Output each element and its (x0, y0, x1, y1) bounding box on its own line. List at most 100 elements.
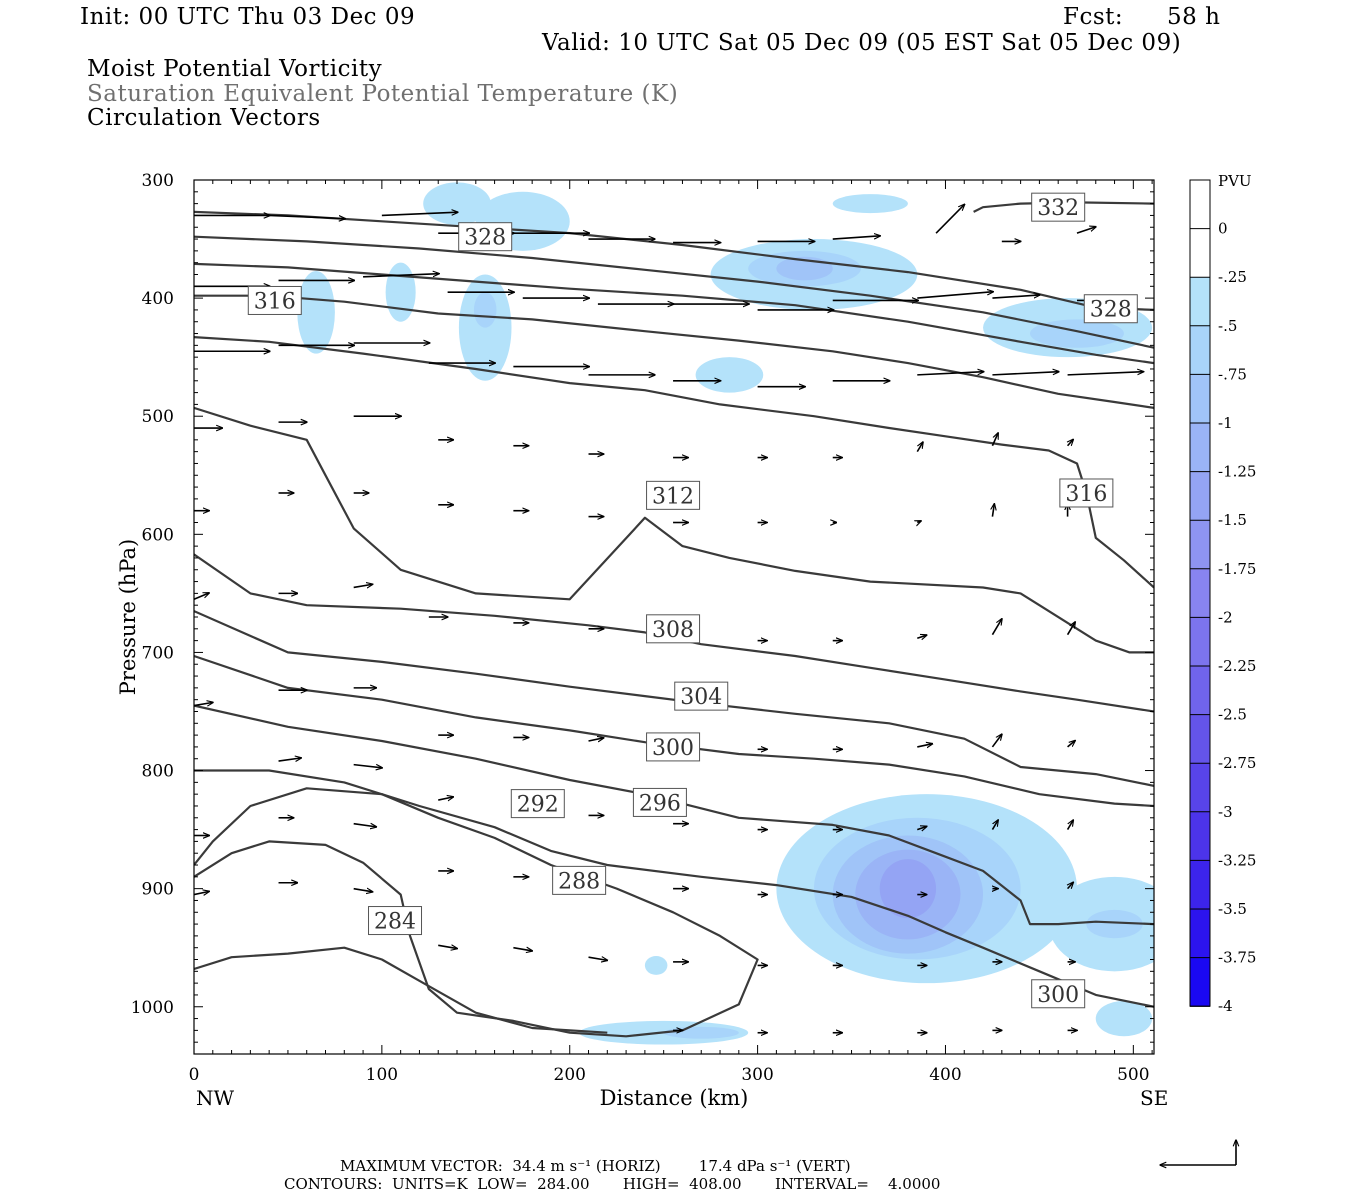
contour-label-box (552, 865, 607, 895)
circulation-vector (363, 274, 439, 278)
colorbar-label: -3.5 (1218, 900, 1247, 918)
contour-label: 312 (652, 484, 694, 509)
colorbar-swatch (1190, 617, 1210, 667)
contour-284 (194, 787, 759, 1038)
x-tick-label: 0 (189, 1065, 200, 1085)
contour-308 (194, 406, 1154, 654)
circulation-vector (1067, 372, 1144, 376)
colorbar-label: -.75 (1218, 365, 1247, 383)
contour-label: 308 (652, 618, 694, 643)
x-end-label-se: SE (1140, 1086, 1168, 1110)
x-tick-label: 400 (929, 1065, 961, 1085)
colorbar-label: 0 (1218, 220, 1228, 238)
contour-info-note: CONTOURS: UNITS=K LOW= 284.00 HIGH= 408.… (284, 1175, 941, 1193)
pv-region (1095, 1000, 1153, 1037)
contour-label: 328 (464, 226, 506, 251)
pv-region (1086, 909, 1143, 939)
colorbar-label: -4 (1218, 997, 1233, 1015)
colorbar-swatch (1190, 714, 1210, 764)
circulation-vector (917, 744, 932, 747)
circulation-vectors (194, 204, 1144, 1032)
contour-label: 288 (558, 869, 600, 894)
theta-es-contours (194, 201, 1154, 1038)
colorbar-label: -3.25 (1218, 851, 1256, 869)
contour-labels: 332 328 328 316 316 312 308 304 300 296 292 288 284 3… (247, 192, 1138, 1009)
colorbar-swatch (1190, 325, 1210, 375)
circulation-vector (992, 295, 1040, 299)
x-end-label-nw: NW (196, 1086, 235, 1110)
y-tick-label: 900 (142, 880, 174, 900)
colorbar-label: -.5 (1218, 317, 1237, 335)
contour-316 (194, 294, 1154, 409)
x-axis-title: Distance (km) (600, 1086, 749, 1110)
pv-region (879, 859, 937, 919)
circulation-vector (917, 521, 921, 523)
colorbar-label: -2 (1218, 608, 1233, 626)
contour-324 (194, 235, 1154, 349)
colorbar-label: -3.75 (1218, 949, 1256, 967)
circulation-vector (353, 763, 383, 768)
y-tick-label: 800 (142, 762, 174, 782)
y-tick-label: 400 (142, 289, 174, 309)
colorbar-swatch (1190, 666, 1210, 716)
contour-label: 292 (517, 793, 559, 818)
contour-label-box (632, 787, 687, 817)
circulation-vector (917, 292, 993, 299)
contour-label: 316 (1065, 482, 1107, 507)
contour-label-box (1031, 979, 1086, 1009)
pv-region (644, 955, 668, 975)
reference-vector-icon (1160, 1140, 1236, 1165)
circulation-vector (916, 442, 923, 453)
contour-label: 296 (639, 791, 681, 816)
contour-328 (194, 210, 1154, 311)
colorbar-swatch (1190, 471, 1210, 521)
circulation-vector (1076, 227, 1096, 234)
y-tick-label: 1000 (131, 998, 174, 1018)
circulation-vector (513, 948, 532, 951)
y-tick-label: 500 (142, 407, 174, 427)
field-title-mpv: Moist Potential Vorticity (87, 56, 383, 82)
colorbar-swatch (1190, 568, 1210, 618)
contour-label: 300 (652, 736, 694, 761)
contour-label: 300 (1037, 983, 1079, 1008)
colorbar-swatch (1190, 277, 1210, 327)
valid-time: Valid: 10 UTC Sat 05 Dec 09 (05 EST Sat … (542, 30, 1182, 56)
circulation-vector (1066, 820, 1074, 831)
colorbar-swatch (1190, 180, 1210, 230)
contour-label-box (1083, 294, 1138, 324)
contour-label-box (458, 222, 513, 252)
pv-region (297, 270, 335, 354)
contour-296 (194, 654, 1154, 808)
circulation-vector (353, 889, 373, 892)
pv-region (663, 1026, 739, 1039)
circulation-vector (917, 372, 984, 376)
contour-label: 304 (680, 685, 722, 710)
circulation-vector (194, 593, 209, 601)
axes: 300 400 500 600 700 800 900 1000 0 100 200 300 400 50… (116, 171, 1168, 1110)
circulation-vector (1067, 741, 1076, 748)
x-tick-label: 500 (1117, 1065, 1149, 1085)
colorbar-swatch (1190, 811, 1210, 861)
contour-label-box (646, 614, 701, 644)
colorbar-label: -1.75 (1218, 560, 1256, 578)
x-tick-label: 200 (554, 1065, 586, 1085)
colorbar-title: PVU (1218, 172, 1252, 190)
circulation-vector (438, 945, 457, 948)
forecast-hours: 58 h (1167, 4, 1221, 30)
colorbar-swatch (1190, 228, 1210, 278)
colorbar-swatch (1190, 909, 1210, 959)
circulation-vector (991, 734, 1002, 748)
colorbar-label: -3 (1218, 803, 1233, 821)
contour-280 (194, 946, 608, 1034)
circulation-vector (832, 236, 881, 240)
circulation-vector (1068, 439, 1074, 447)
colorbar-label: -.25 (1218, 268, 1247, 286)
colorbar-label: -2.5 (1218, 706, 1247, 724)
pv-region (423, 182, 491, 225)
colorbar-label: -1.25 (1218, 463, 1256, 481)
circulation-vector (991, 820, 998, 831)
contour-332 (973, 201, 1154, 213)
circulation-vector (588, 957, 608, 960)
circulation-vector (438, 797, 453, 800)
